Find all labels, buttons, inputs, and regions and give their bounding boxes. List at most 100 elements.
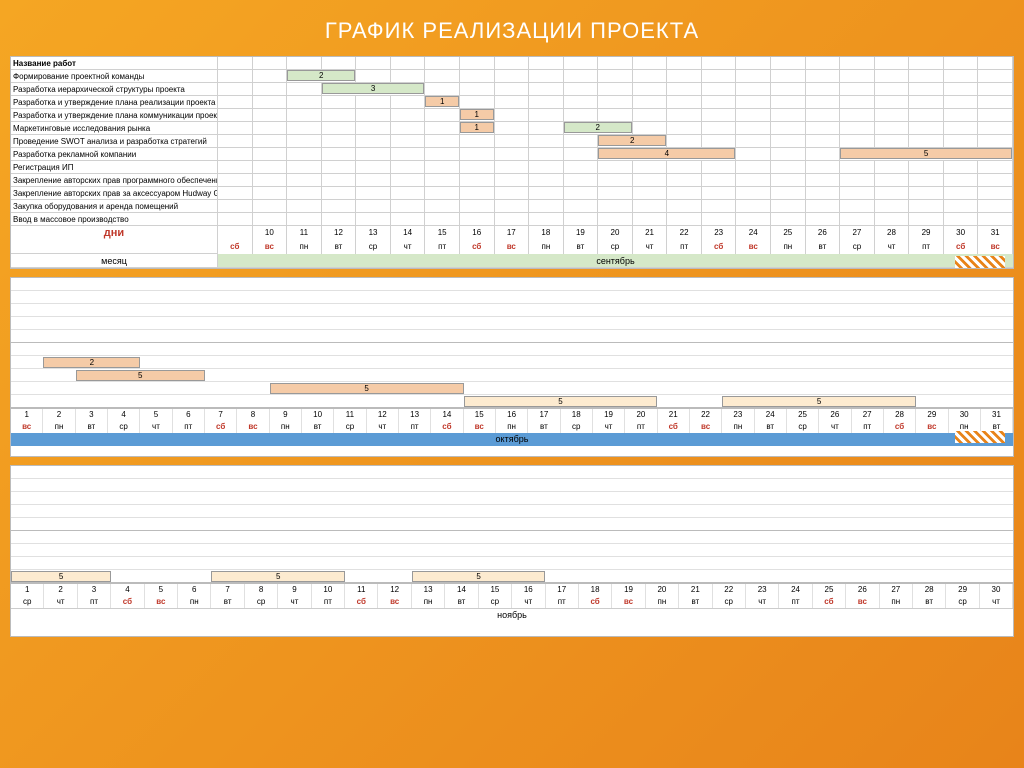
day-num: 13: [356, 226, 391, 240]
grid-cell: [218, 122, 253, 135]
weekday: чт: [746, 596, 779, 608]
grid-cell: [495, 200, 530, 213]
gantt-bar: 2: [43, 357, 140, 368]
grid-cell: [356, 187, 391, 200]
day-num: 4: [108, 409, 140, 421]
day-num: 4: [111, 584, 144, 596]
grid-cell: [425, 122, 460, 135]
grid-cell: [771, 83, 806, 96]
grid-cell: [356, 148, 391, 161]
september-panel: Название работФормирование проектной ком…: [10, 56, 1014, 269]
grid-cell: [460, 213, 495, 226]
weekday: сб: [111, 596, 144, 608]
day-num: 27: [852, 409, 884, 421]
day-num: 21: [679, 584, 712, 596]
day-num: 29: [909, 226, 944, 240]
grid-cell: [460, 83, 495, 96]
weekday: чт: [44, 596, 77, 608]
grid-cell: [529, 161, 564, 174]
day-num: 14: [445, 584, 478, 596]
task-name: Формирование проектной команды: [11, 70, 218, 83]
grid-cell: [840, 96, 875, 109]
grid-cell: [944, 161, 979, 174]
weekday: вт: [755, 421, 787, 433]
grid-cell: [909, 174, 944, 187]
grid-cell: [356, 174, 391, 187]
grid-cell: [287, 109, 322, 122]
hatch-decor: [955, 256, 1005, 268]
grid-cell: [598, 57, 633, 70]
grid-cell: [875, 161, 910, 174]
grid-cell: [633, 161, 668, 174]
grid-cell: [978, 135, 1013, 148]
weekday: сб: [884, 421, 916, 433]
task-name: Разработка рекламной компании: [11, 148, 218, 161]
day-num: 5: [140, 409, 172, 421]
weekday: сб: [431, 421, 463, 433]
grid-cell: [495, 83, 530, 96]
grid-cell: [253, 161, 288, 174]
grid-cell: [564, 174, 599, 187]
grid-cell: [806, 187, 841, 200]
grid-cell: [391, 109, 426, 122]
day-num: 2: [44, 584, 77, 596]
grid-cell: [667, 174, 702, 187]
grid-cell: [529, 109, 564, 122]
weekday: пн: [43, 421, 75, 433]
november-month-band: ноябрь: [11, 608, 1013, 621]
grid-cell: [218, 109, 253, 122]
grid-cell: [425, 200, 460, 213]
day-num: 11: [287, 226, 322, 240]
grid-cell: [771, 161, 806, 174]
grid-cell: [736, 148, 771, 161]
grid-cell: [875, 96, 910, 109]
grid-cell: [978, 57, 1013, 70]
grid-cell: [633, 174, 668, 187]
task-name: Разработка и утверждение плана реализаци…: [11, 96, 218, 109]
grid-cell: [840, 109, 875, 122]
grid-cell: [425, 135, 460, 148]
grid-cell: [702, 174, 737, 187]
task-name: Закупка оборудования и аренда помещений: [11, 200, 218, 213]
grid-cell: [667, 213, 702, 226]
grid-cell: [667, 70, 702, 83]
day-num: 20: [646, 584, 679, 596]
timeline-row: 55: [11, 395, 1013, 408]
grid-cell: [495, 174, 530, 187]
grid-cell: [806, 161, 841, 174]
day-num: 19: [564, 226, 599, 240]
gantt-bar: 5: [76, 370, 205, 381]
grid-cell: [806, 213, 841, 226]
grid-cell: 2: [564, 122, 633, 135]
grid-cell: [391, 70, 426, 83]
october-month-band: октябрь: [11, 433, 1013, 446]
gantt-bar: 1: [425, 96, 459, 107]
grid-cell: [495, 135, 530, 148]
weekday: пт: [425, 240, 460, 254]
grid-cell: [702, 83, 737, 96]
gantt-bar: 3: [322, 83, 425, 94]
grid-cell: [944, 122, 979, 135]
timeline-row: 5: [11, 382, 1013, 395]
day-num: 14: [431, 409, 463, 421]
grid-cell: [287, 148, 322, 161]
grid-cell: [598, 174, 633, 187]
gantt-bar: 1: [460, 122, 494, 133]
grid-cell: [564, 135, 599, 148]
grid-cell: [322, 200, 357, 213]
grid-cell: [564, 213, 599, 226]
task-name: Закрепление авторских прав за аксессуаро…: [11, 187, 218, 200]
grid-cell: [253, 174, 288, 187]
weekday: вс: [495, 240, 530, 254]
day-num: 17: [528, 409, 560, 421]
grid-cell: [909, 83, 944, 96]
grid-cell: [633, 122, 668, 135]
day-num: 31: [981, 409, 1013, 421]
weekday: пн: [771, 240, 806, 254]
weekday: пт: [852, 421, 884, 433]
weekday: чт: [819, 421, 851, 433]
grid-cell: [529, 83, 564, 96]
grid-cell: [356, 213, 391, 226]
day-num: 16: [512, 584, 545, 596]
grid-cell: [356, 70, 391, 83]
